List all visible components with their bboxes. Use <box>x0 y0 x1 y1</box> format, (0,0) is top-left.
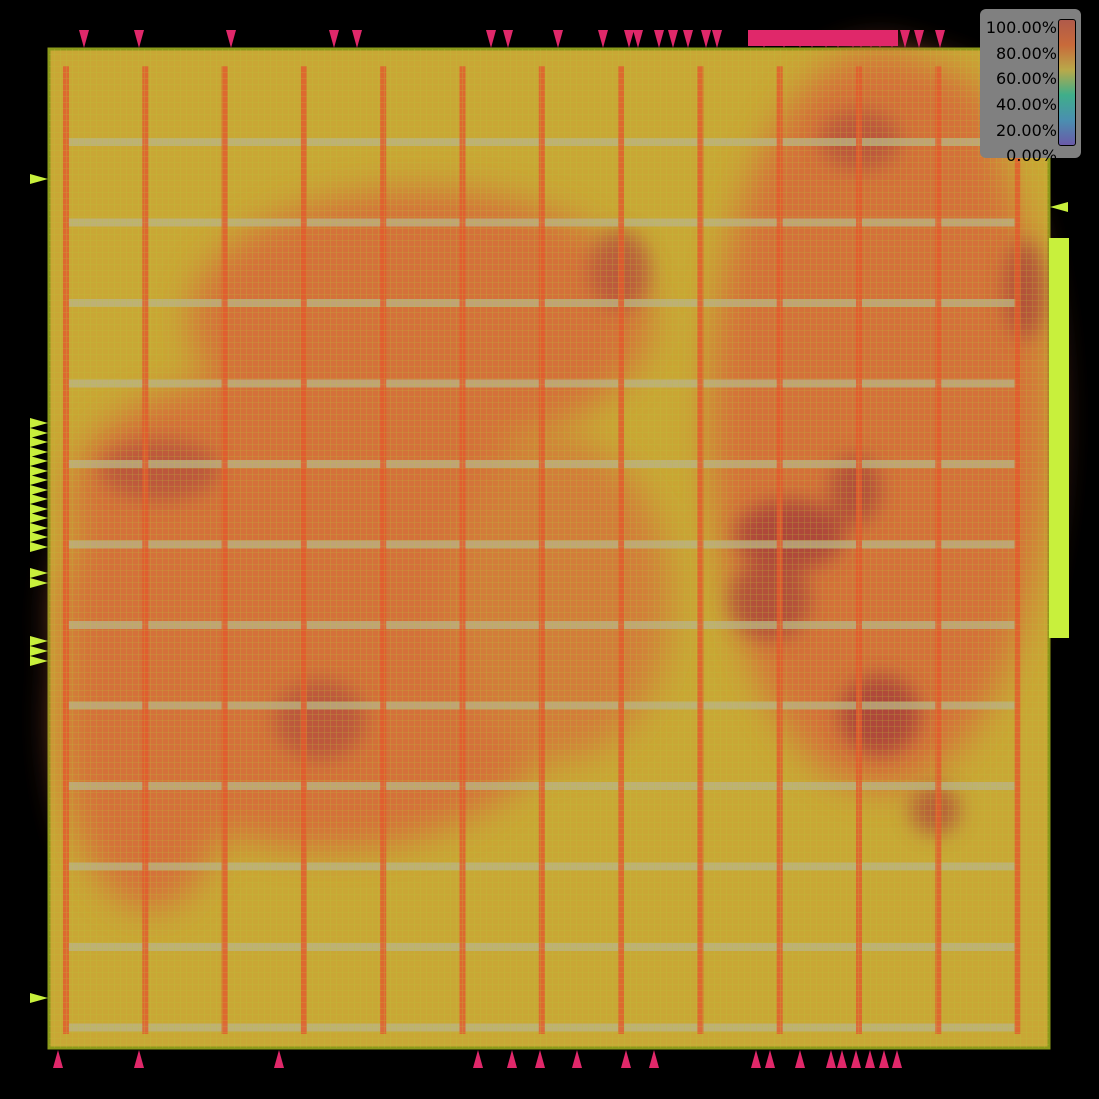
left-pins <box>30 174 48 1003</box>
pin-triangle-right-icon <box>30 504 48 514</box>
pin-triangle-down-icon <box>486 30 496 48</box>
pin-triangle-right-icon <box>30 174 48 184</box>
legend-label-80: 80.00% <box>995 44 1057 63</box>
pin-triangle-left-icon <box>1050 245 1068 255</box>
legend-label-20: 20.00% <box>995 121 1057 140</box>
top-pins <box>79 30 945 48</box>
pin-triangle-up-icon <box>892 1050 902 1068</box>
pin-triangle-left-icon <box>1050 202 1068 212</box>
pin-triangle-down-icon <box>914 30 924 48</box>
pin-triangle-right-icon <box>30 636 48 646</box>
pin-triangle-up-icon <box>621 1050 631 1068</box>
pin-cluster-top <box>748 30 898 46</box>
pin-triangle-up-icon <box>826 1050 836 1068</box>
pin-triangle-up-icon <box>879 1050 889 1068</box>
pin-triangle-right-icon <box>30 437 48 447</box>
legend-label-100: 100.00% <box>985 18 1057 37</box>
pin-triangle-right-icon <box>30 532 48 542</box>
pin-triangle-left-icon <box>1050 545 1068 555</box>
pin-triangle-left-icon <box>1050 445 1068 455</box>
pin-triangle-left-icon <box>1050 495 1068 505</box>
bottom-pins <box>53 1050 902 1068</box>
legend-color-scale <box>1058 19 1076 146</box>
pin-triangle-right-icon <box>30 485 48 495</box>
pin-triangle-down-icon <box>503 30 513 48</box>
pin-triangle-right-icon <box>30 542 48 552</box>
pin-triangle-up-icon <box>751 1050 761 1068</box>
pin-triangle-up-icon <box>274 1050 284 1068</box>
pin-triangle-down-icon <box>553 30 563 48</box>
pin-triangle-down-icon <box>683 30 693 48</box>
pin-triangle-down-icon <box>624 30 634 48</box>
right-pin-strip <box>1049 238 1069 638</box>
pin-triangle-down-icon <box>900 30 910 48</box>
pin-triangle-down-icon <box>712 30 722 48</box>
pin-triangle-down-icon <box>935 30 945 48</box>
pin-triangle-up-icon <box>572 1050 582 1068</box>
pin-triangle-right-icon <box>30 456 48 466</box>
pin-triangle-right-icon <box>30 646 48 656</box>
pin-triangle-right-icon <box>30 428 48 438</box>
legend-label-40: 40.00% <box>995 95 1057 114</box>
pin-triangle-up-icon <box>837 1050 847 1068</box>
right-pins <box>1050 202 1068 635</box>
pin-triangle-down-icon <box>226 30 236 48</box>
pin-triangle-up-icon <box>53 1050 63 1068</box>
pin-triangle-right-icon <box>30 494 48 504</box>
pin-triangle-right-icon <box>30 523 48 533</box>
pin-triangle-down-icon <box>701 30 711 48</box>
pin-triangle-up-icon <box>865 1050 875 1068</box>
pin-triangle-left-icon <box>1050 595 1068 605</box>
pin-triangle-right-icon <box>30 993 48 1003</box>
pin-triangle-left-icon <box>1050 295 1068 305</box>
pin-triangle-down-icon <box>654 30 664 48</box>
pin-triangle-right-icon <box>30 568 48 578</box>
pin-triangle-right-icon <box>30 578 48 588</box>
heatmap-legend: 100.00% 80.00% 60.00% 40.00% 20.00% 0.00… <box>980 9 1081 164</box>
pin-triangle-down-icon <box>329 30 339 48</box>
pin-triangle-up-icon <box>473 1050 483 1068</box>
pin-triangle-down-icon <box>79 30 89 48</box>
pin-triangle-up-icon <box>134 1050 144 1068</box>
pin-triangle-right-icon <box>30 447 48 457</box>
pin-triangle-up-icon <box>649 1050 659 1068</box>
pin-triangle-up-icon <box>795 1050 805 1068</box>
pin-triangle-up-icon <box>507 1050 517 1068</box>
pin-triangle-left-icon <box>1050 395 1068 405</box>
legend-label-0: 0.00% <box>1006 146 1057 165</box>
pin-triangle-down-icon <box>134 30 144 48</box>
legend-label-60: 60.00% <box>995 69 1057 88</box>
pin-triangle-down-icon <box>668 30 678 48</box>
pin-triangle-right-icon <box>30 466 48 476</box>
pin-triangle-down-icon <box>598 30 608 48</box>
pin-triangle-right-icon <box>30 656 48 666</box>
pin-triangle-down-icon <box>633 30 643 48</box>
pin-triangle-right-icon <box>30 513 48 523</box>
pin-triangle-left-icon <box>1050 345 1068 355</box>
pin-triangle-right-icon <box>30 475 48 485</box>
pin-triangle-up-icon <box>851 1050 861 1068</box>
pin-triangle-left-icon <box>1050 625 1068 635</box>
pin-triangle-right-icon <box>30 418 48 428</box>
core-region <box>49 49 1050 1048</box>
pin-triangle-up-icon <box>535 1050 545 1068</box>
pin-triangle-up-icon <box>765 1050 775 1068</box>
pin-triangle-down-icon <box>352 30 362 48</box>
